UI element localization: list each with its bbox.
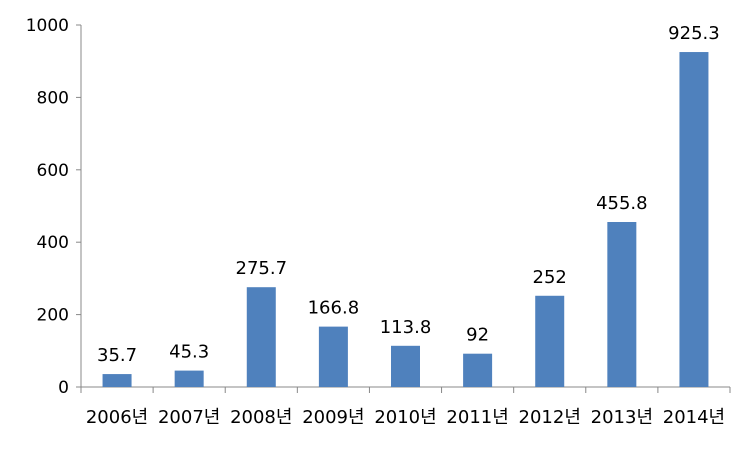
- data-label: 92: [466, 325, 489, 346]
- data-labels: 35.7 45.3 275.7 166.8 113.8 92 252 455.8 925.3: [97, 23, 720, 366]
- data-label: 166.8: [308, 298, 360, 319]
- bar: [607, 222, 637, 387]
- bars: [102, 52, 709, 387]
- y-tick-label: 200: [37, 306, 69, 326]
- bar: [463, 353, 493, 387]
- y-tick-label: 0: [58, 378, 69, 398]
- data-label: 35.7: [97, 345, 137, 366]
- x-axis: 2006년 2007년 2008년 2009년 2010년 2011년 2012년 2013년…: [80, 386, 731, 428]
- x-tick-label: 2008년: [230, 407, 292, 428]
- bar: [318, 326, 348, 387]
- data-label: 925.3: [668, 23, 720, 44]
- bar: [246, 287, 276, 387]
- x-tick-label: 2011년: [446, 407, 508, 428]
- data-label: 252: [533, 267, 567, 288]
- y-axis: 0 200 400 600 800 1000: [26, 16, 82, 398]
- bar: [391, 345, 420, 387]
- x-tick-label: 2012년: [519, 407, 581, 428]
- x-tick-label: 2006년: [86, 407, 148, 428]
- data-label: 113.8: [380, 317, 432, 338]
- data-label: 275.7: [236, 258, 288, 279]
- x-tick-label: 2007년: [158, 407, 220, 428]
- y-tick-label: 1000: [26, 16, 69, 36]
- x-tick-label: 2013년: [591, 407, 653, 428]
- bar: [535, 295, 565, 387]
- bar: [679, 52, 709, 387]
- x-tick-label: 2010년: [374, 407, 436, 428]
- bar: [102, 374, 132, 387]
- data-label: 455.8: [596, 193, 648, 214]
- y-tick-label: 800: [37, 88, 69, 108]
- x-tick-label: 2009년: [302, 407, 364, 428]
- bar: [174, 370, 204, 387]
- x-tick-label: 2014년: [663, 407, 725, 428]
- data-label: 45.3: [169, 342, 209, 363]
- y-tick-label: 600: [37, 161, 69, 181]
- y-tick-label: 400: [37, 233, 69, 253]
